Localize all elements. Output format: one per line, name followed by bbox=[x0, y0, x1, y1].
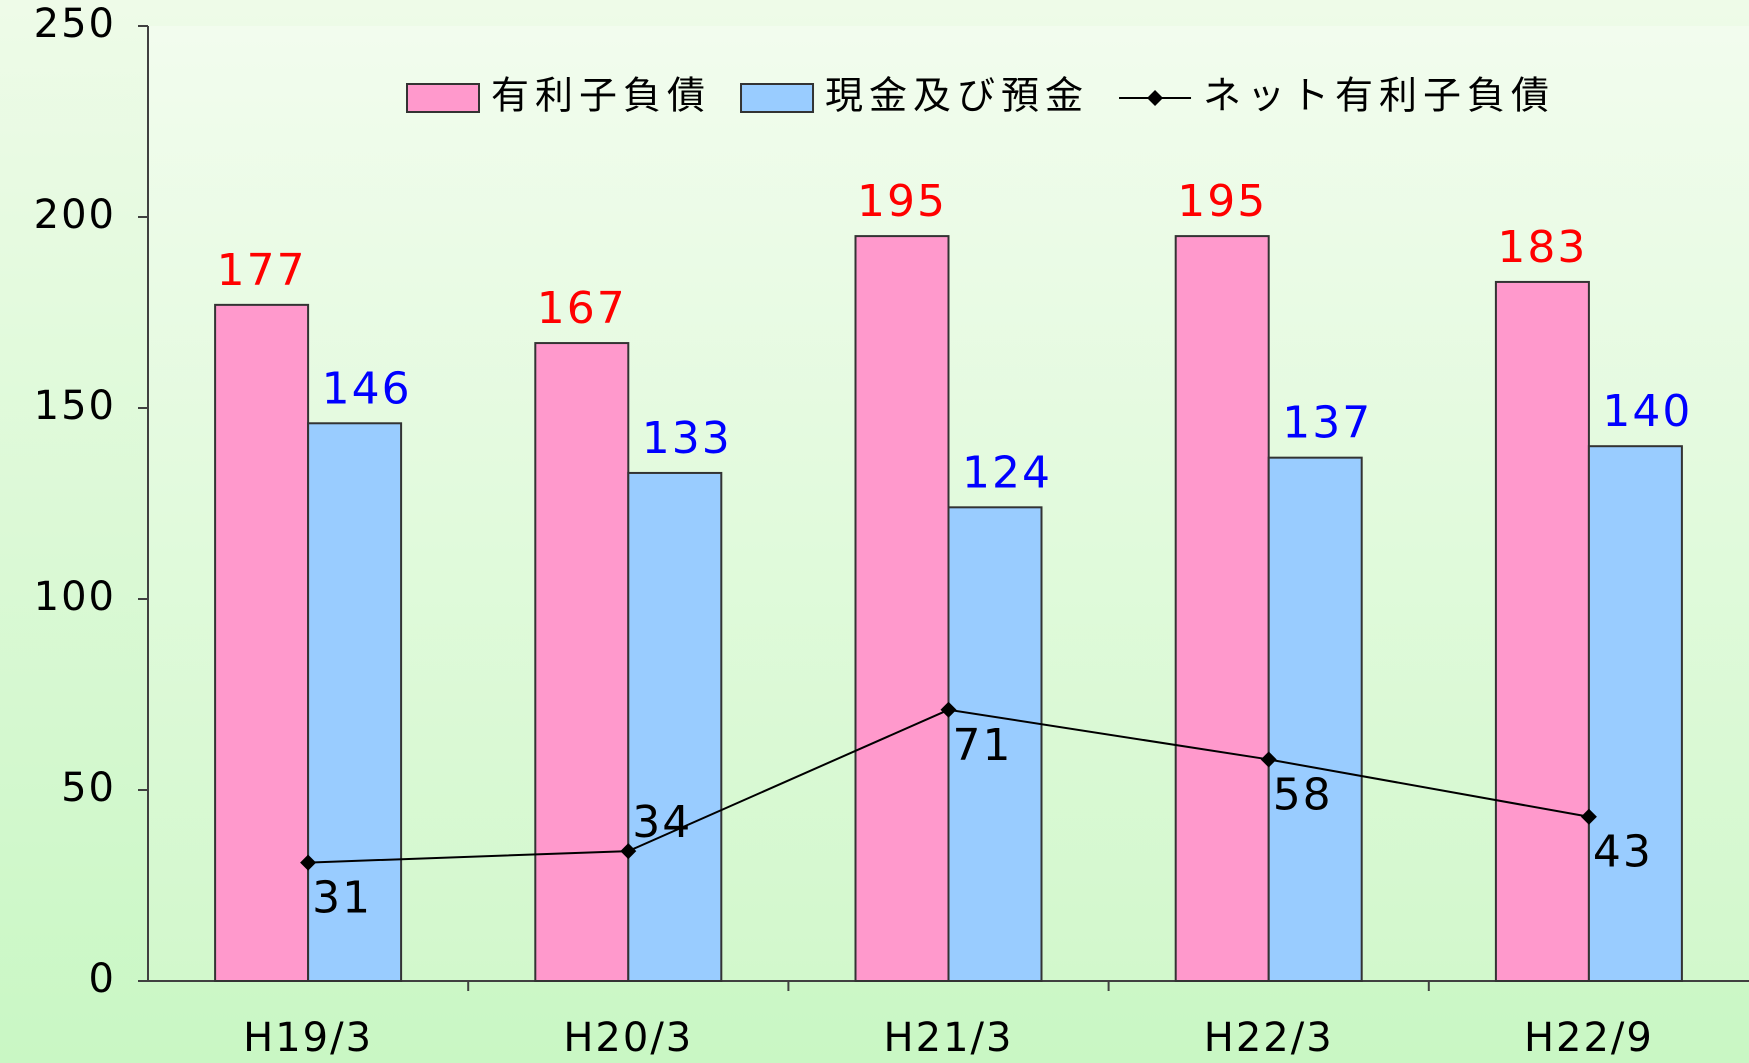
legend-marker bbox=[1147, 90, 1164, 106]
bar bbox=[1494, 280, 1590, 982]
y-tick-label: 50 bbox=[61, 765, 116, 811]
legend-label: 有利子負債 bbox=[491, 74, 711, 118]
value-label: 31 bbox=[312, 873, 372, 924]
value-label: 71 bbox=[953, 720, 1013, 771]
bar bbox=[854, 235, 950, 983]
legend-swatch bbox=[406, 83, 480, 113]
value-label: 195 bbox=[1177, 176, 1267, 227]
value-label: 177 bbox=[217, 245, 307, 296]
y-tick-label: 0 bbox=[89, 956, 116, 1002]
x-tick-label: H22/9 bbox=[1524, 1015, 1654, 1061]
y-tick-label: 200 bbox=[34, 192, 116, 238]
bar bbox=[214, 303, 310, 982]
bar bbox=[1174, 235, 1270, 983]
bar bbox=[307, 422, 403, 982]
value-label: 43 bbox=[1593, 827, 1653, 878]
value-label: 195 bbox=[857, 176, 947, 227]
x-tick-label: H19/3 bbox=[243, 1015, 373, 1061]
y-tick-label: 100 bbox=[34, 574, 116, 620]
value-label: 58 bbox=[1273, 769, 1333, 820]
value-label: 137 bbox=[1282, 398, 1372, 449]
bar bbox=[947, 506, 1043, 982]
value-label: 34 bbox=[632, 797, 692, 848]
legend-label: ネット有利子負債 bbox=[1203, 74, 1555, 118]
bar bbox=[1267, 456, 1363, 983]
marker bbox=[620, 843, 637, 860]
legend-swatch bbox=[740, 83, 815, 113]
x-tick-label: H22/3 bbox=[1204, 1015, 1334, 1061]
bar bbox=[1587, 445, 1683, 982]
x-tick-label: H21/3 bbox=[884, 1015, 1014, 1061]
bar bbox=[627, 471, 723, 982]
value-label: 133 bbox=[642, 413, 732, 464]
legend-label: 現金及び預金 bbox=[825, 74, 1089, 118]
value-label: 140 bbox=[1602, 386, 1692, 437]
value-label: 146 bbox=[322, 363, 412, 414]
value-label: 183 bbox=[1497, 222, 1587, 273]
marker bbox=[1260, 751, 1277, 768]
marker bbox=[300, 854, 317, 871]
x-tick-label: H20/3 bbox=[563, 1015, 693, 1061]
marker bbox=[1580, 808, 1597, 825]
y-tick-label: 150 bbox=[34, 383, 116, 429]
value-label: 167 bbox=[537, 283, 627, 334]
value-label: 124 bbox=[962, 447, 1052, 498]
y-tick-label: 250 bbox=[34, 1, 116, 47]
bar bbox=[534, 342, 630, 982]
marker bbox=[940, 701, 957, 718]
